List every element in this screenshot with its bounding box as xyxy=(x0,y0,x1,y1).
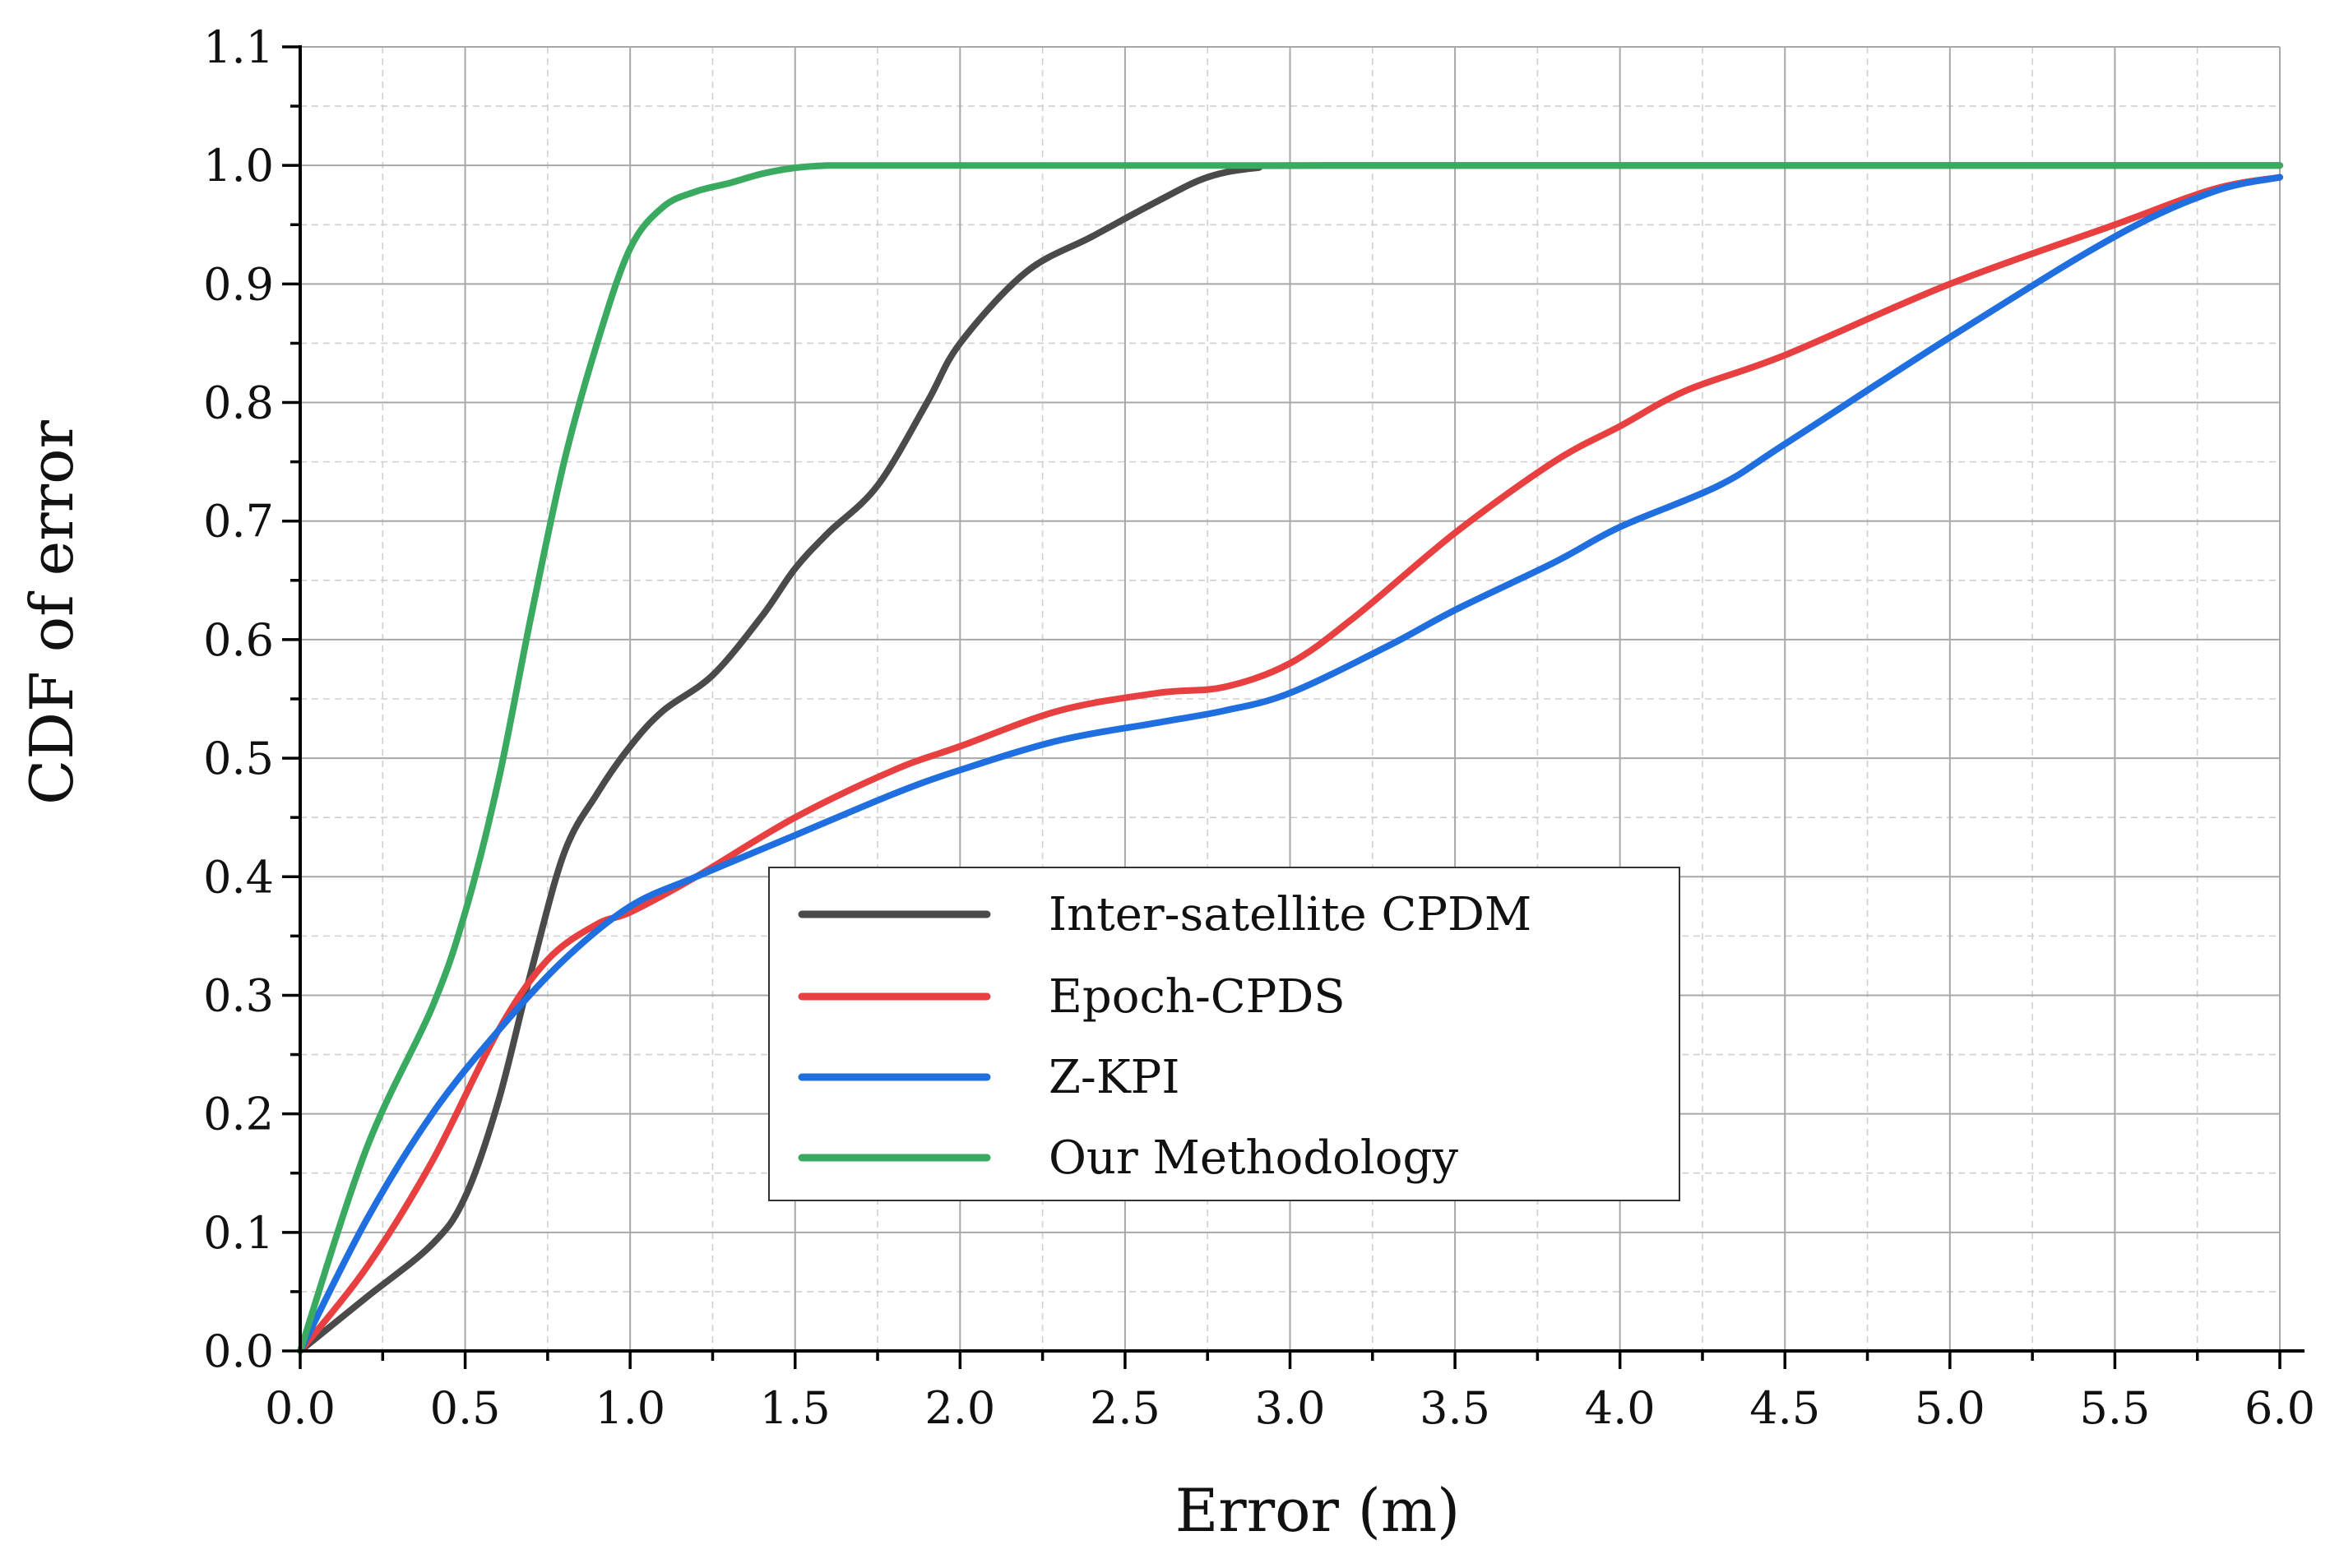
series-line-our-methodology xyxy=(297,162,2283,1354)
legend-label-inter-satellite-cpdm: Inter-satellite CPDM xyxy=(1049,888,1531,941)
y-tick-label: 0.9 xyxy=(203,258,274,310)
series-line-z-kpi xyxy=(297,173,2283,1354)
x-tick-label: 4.0 xyxy=(1585,1382,1656,1434)
x-tick-label: 2.0 xyxy=(924,1382,995,1434)
y-tick-label: 0.3 xyxy=(203,969,274,1021)
tick-labels: 0.0 0.5 1.0 1.5 2.0 2.5 3.0 3.5 4.0 4.5 5.0 5.5 6.0 0… xyxy=(203,21,2315,1434)
y-tick-label: 1.0 xyxy=(203,140,274,192)
x-tick-label: 0.5 xyxy=(430,1382,501,1434)
x-tick-label: 5.0 xyxy=(1915,1382,1985,1434)
legend-label-z-kpi: Z-KPI xyxy=(1049,1051,1179,1104)
x-tick-label: 2.5 xyxy=(1090,1382,1160,1434)
legend-label-epoch-cpds: Epoch-CPDS xyxy=(1049,970,1346,1024)
x-tick-label: 3.5 xyxy=(1420,1382,1490,1434)
y-tick-label: 0.4 xyxy=(203,851,274,903)
y-tick-label: 1.1 xyxy=(203,21,274,73)
y-tick-label: 0.1 xyxy=(203,1207,274,1259)
x-tick-label: 0.0 xyxy=(265,1382,336,1434)
x-tick-label: 4.5 xyxy=(1749,1382,1820,1434)
series-line-epoch-cpds xyxy=(297,173,2283,1354)
x-tick-label: 5.5 xyxy=(2079,1382,2150,1434)
y-tick-label: 0.8 xyxy=(203,377,274,429)
y-tick-label: 0.7 xyxy=(203,496,274,548)
x-tick-label: 3.0 xyxy=(1255,1382,1326,1434)
legend-box xyxy=(768,867,1680,1201)
x-tick-label: 6.0 xyxy=(2244,1382,2315,1434)
y-axis-title: CDF of error xyxy=(17,420,86,805)
legend: Inter-satellite CPDM Epoch-CPDS Z-KPI Our M… xyxy=(768,867,1680,1201)
y-tick-label: 0.6 xyxy=(203,614,274,666)
series-layer xyxy=(297,162,2283,1354)
x-tick-label: 1.0 xyxy=(595,1382,665,1434)
y-tick-label: 0.0 xyxy=(203,1325,274,1377)
y-tick-label: 0.5 xyxy=(203,733,274,784)
x-tick-label: 1.5 xyxy=(760,1382,831,1434)
legend-label-our-methodology: Our Methodology xyxy=(1049,1131,1458,1185)
ticks xyxy=(282,45,2281,1369)
y-tick-label: 0.2 xyxy=(203,1089,274,1140)
x-axis-title: Error (m) xyxy=(1175,1476,1461,1545)
